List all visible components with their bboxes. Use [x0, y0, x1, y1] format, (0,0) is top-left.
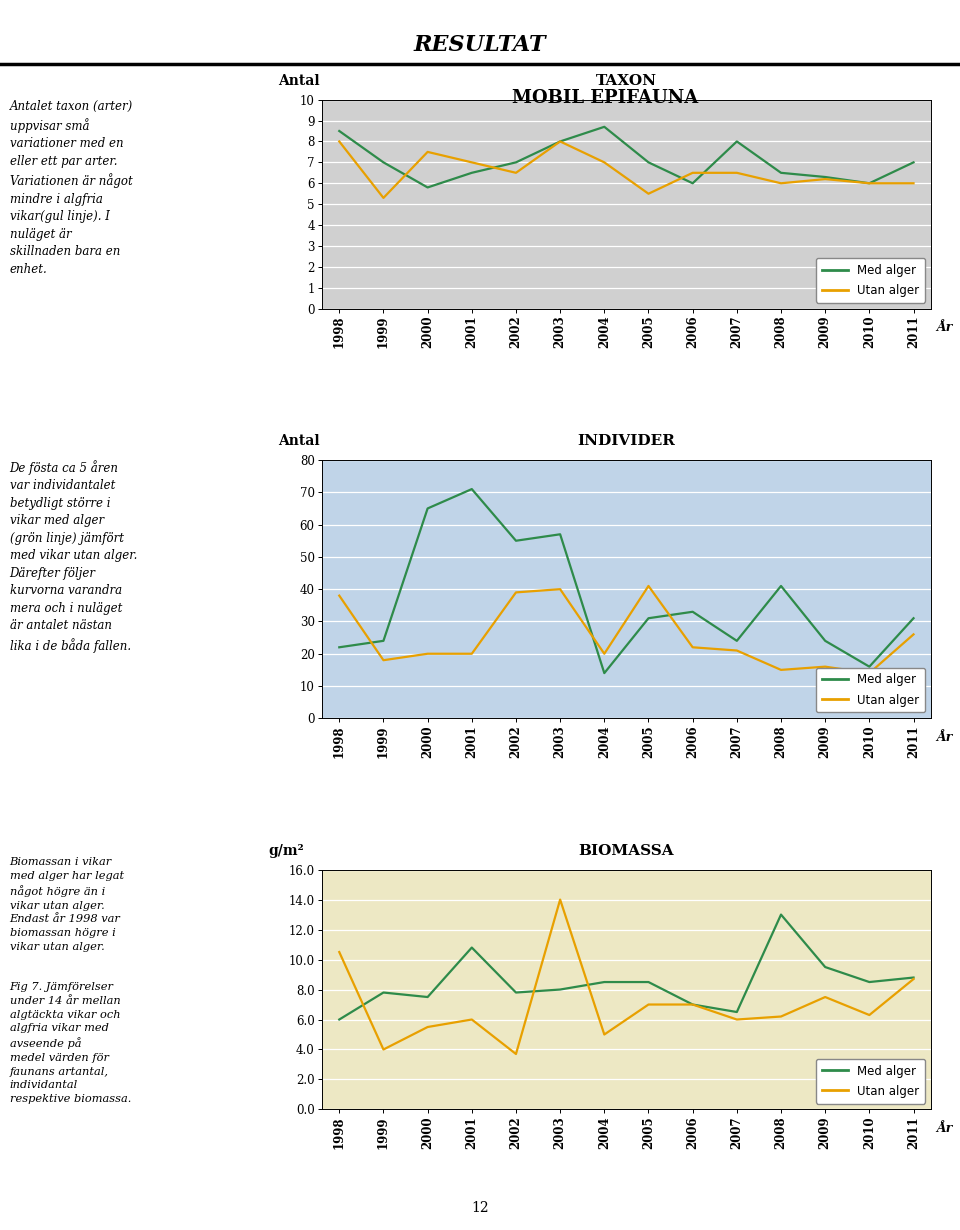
Text: 12: 12	[471, 1202, 489, 1215]
Legend: Med alger, Utan alger: Med alger, Utan alger	[816, 668, 925, 712]
Text: Biomassan i vikar
med alger har legat
något högre än i
vikar utan alger.
Endast : Biomassan i vikar med alger har legat nå…	[10, 857, 131, 1103]
Text: TAXON: TAXON	[596, 74, 657, 87]
Text: MOBIL EPIFAUNA: MOBIL EPIFAUNA	[512, 89, 698, 107]
Text: BIOMASSA: BIOMASSA	[579, 844, 674, 857]
Text: De fösta ca 5 åren
var individantalet
betydligt större i
vikar med alger
(grön l: De fösta ca 5 åren var individantalet be…	[10, 460, 137, 653]
Text: År: År	[936, 321, 952, 335]
Text: År: År	[936, 731, 952, 744]
Text: g/m²: g/m²	[269, 844, 304, 857]
Text: År: År	[936, 1122, 952, 1135]
Legend: Med alger, Utan alger: Med alger, Utan alger	[816, 1059, 925, 1103]
Text: Antal: Antal	[278, 434, 320, 448]
Text: Antal: Antal	[278, 74, 320, 87]
Text: Antalet taxon (arter)
uppvisar små
variationer med en
eller ett par arter.
Varia: Antalet taxon (arter) uppvisar små varia…	[10, 100, 132, 276]
Text: RESULTAT: RESULTAT	[414, 34, 546, 57]
Legend: Med alger, Utan alger: Med alger, Utan alger	[816, 258, 925, 303]
Text: INDIVIDER: INDIVIDER	[578, 434, 675, 448]
